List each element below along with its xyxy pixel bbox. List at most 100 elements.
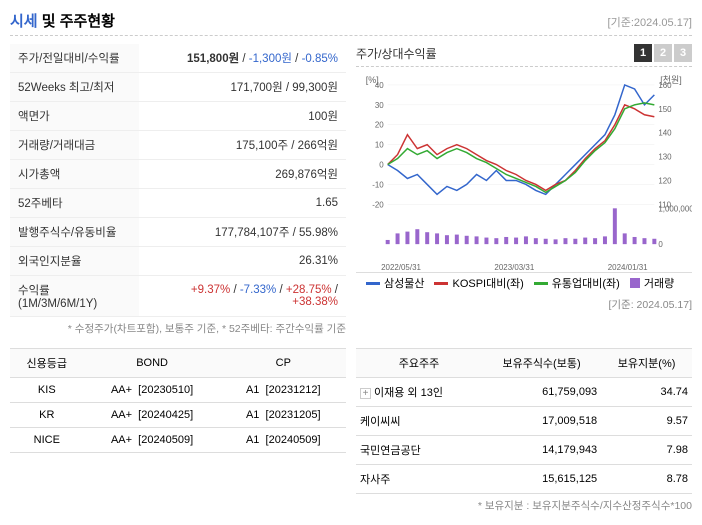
- chart-area: [%][천원]-20-10010203040110120130140150160…: [356, 73, 692, 273]
- svg-text:-10: -10: [372, 180, 384, 189]
- quote-label: 발행주식수/유동비율: [10, 218, 139, 247]
- quote-table: 주가/전일대비/수익률151,800원 / -1,300원 / -0.85%52…: [10, 44, 346, 317]
- svg-text:140: 140: [658, 129, 672, 138]
- quote-row: 거래량/거래대금175,100주 / 266억원: [10, 131, 346, 160]
- legend-label: 거래량: [644, 275, 674, 291]
- svg-text:30: 30: [375, 101, 384, 110]
- svg-text:130: 130: [658, 153, 672, 162]
- chart-title: 주가/상대수익률: [356, 45, 437, 62]
- chart-ref-date: [기준: 2024.05.17]: [356, 297, 692, 312]
- ref-date: [기준:2024.05.17]: [608, 14, 692, 30]
- legend-swatch: [434, 282, 448, 285]
- rating-cp: A1 [20240509]: [221, 428, 346, 453]
- quote-label: 거래량/거래대금: [10, 131, 139, 160]
- share-name: 케이씨씨: [356, 407, 482, 436]
- chart-tab-2[interactable]: 2: [654, 44, 672, 62]
- share-row: 자사주15,615,1258.78: [356, 465, 692, 494]
- svg-text:10: 10: [375, 141, 384, 150]
- svg-text:2023/03/31: 2023/03/31: [494, 263, 534, 272]
- quote-value: 175,100주 / 266억원: [139, 131, 346, 160]
- rating-header: 신용등급: [10, 349, 84, 378]
- quote-row: 외국인지분율26.31%: [10, 247, 346, 276]
- shareholders-footnote: * 보유지분 : 보유지분주식수/지수산정주식수*100: [356, 498, 692, 513]
- rating-bond: AA+ [20240425]: [84, 403, 221, 428]
- chart-tab-3[interactable]: 3: [674, 44, 692, 62]
- quote-label: 시가총액: [10, 160, 139, 189]
- shareholders-table: 주요주주보유주식수(보통)보유지분(%) +이재용 외 13인61,759,09…: [356, 348, 692, 494]
- page-title-section: 시세 및 주주현황 [기준:2024.05.17]: [10, 10, 692, 36]
- share-count: 15,615,125: [482, 465, 601, 494]
- legend-item: 삼성물산: [366, 275, 424, 291]
- svg-text:120: 120: [658, 176, 672, 185]
- quote-row: 52Weeks 최고/최저171,700원 / 99,300원: [10, 73, 346, 102]
- quote-footnote: * 수정주가(차트포함), 보통주 기준, * 52주베타: 주간수익률 기준: [10, 321, 346, 336]
- legend-item: 유통업대비(좌): [534, 275, 620, 291]
- rating-agency: KR: [10, 403, 84, 428]
- quote-value: 171,700원 / 99,300원: [139, 73, 346, 102]
- svg-text:1,000,000: 1,000,000: [658, 204, 692, 213]
- share-count: 17,009,518: [482, 407, 601, 436]
- expand-icon[interactable]: +: [360, 388, 371, 399]
- quote-panel: 주가/전일대비/수익률151,800원 / -1,300원 / -0.85%52…: [10, 44, 346, 336]
- chart-panel: 주가/상대수익률 123 [%][천원]-20-1001020304011012…: [356, 44, 692, 336]
- quote-value: 177,784,107주 / 55.98%: [139, 218, 346, 247]
- legend-swatch: [366, 282, 380, 285]
- share-pct: 7.98: [601, 436, 692, 465]
- rating-header: BOND: [84, 349, 221, 378]
- quote-label: 주가/전일대비/수익률: [10, 44, 139, 73]
- quote-row: 주가/전일대비/수익률151,800원 / -1,300원 / -0.85%: [10, 44, 346, 73]
- rating-header: CP: [221, 349, 346, 378]
- svg-text:20: 20: [375, 121, 384, 130]
- svg-text:2022/05/31: 2022/05/31: [381, 263, 421, 272]
- svg-text:2024/01/31: 2024/01/31: [608, 263, 648, 272]
- quote-label: 외국인지분율: [10, 247, 139, 276]
- rating-row: KISAA+ [20230510]A1 [20231212]: [10, 378, 346, 403]
- share-pct: 8.78: [601, 465, 692, 494]
- rating-bond: AA+ [20240509]: [84, 428, 221, 453]
- legend-label: 삼성물산: [384, 275, 424, 291]
- shareholders-panel: 주요주주보유주식수(보통)보유지분(%) +이재용 외 13인61,759,09…: [356, 344, 692, 513]
- quote-value: 1.65: [139, 189, 346, 218]
- share-count: 61,759,093: [482, 378, 601, 407]
- share-row: 케이씨씨17,009,5189.57: [356, 407, 692, 436]
- rating-cp: A1 [20231212]: [221, 378, 346, 403]
- rating-cp: A1 [20231205]: [221, 403, 346, 428]
- share-name: 자사주: [356, 465, 482, 494]
- legend-label: 유통업대비(좌): [552, 275, 620, 291]
- legend-item: 거래량: [630, 275, 674, 291]
- quote-label: 수익률 (1M/3M/6M/1Y): [10, 276, 139, 317]
- quote-value: +9.37% / -7.33% / +28.75% / +38.38%: [139, 276, 346, 317]
- share-name: 국민연금공단: [356, 436, 482, 465]
- share-name: +이재용 외 13인: [356, 378, 482, 407]
- quote-value: 151,800원 / -1,300원 / -0.85%: [139, 44, 346, 73]
- page-title: 시세 및 주주현황: [10, 10, 115, 31]
- quote-value: 100원: [139, 102, 346, 131]
- quote-row: 시가총액269,876억원: [10, 160, 346, 189]
- legend-swatch: [534, 282, 548, 285]
- share-count: 14,179,943: [482, 436, 601, 465]
- rating-row: KRAA+ [20240425]A1 [20231205]: [10, 403, 346, 428]
- svg-text:40: 40: [375, 81, 384, 90]
- quote-row: 52주베타1.65: [10, 189, 346, 218]
- quote-label: 52Weeks 최고/최저: [10, 73, 139, 102]
- share-pct: 9.57: [601, 407, 692, 436]
- quote-row: 발행주식수/유동비율177,784,107주 / 55.98%: [10, 218, 346, 247]
- share-row: 국민연금공단14,179,9437.98: [356, 436, 692, 465]
- chart-tabs: 123: [634, 44, 692, 62]
- title-highlight: 시세: [10, 13, 38, 30]
- share-header: 주요주주: [356, 349, 482, 378]
- quote-row: 액면가100원: [10, 102, 346, 131]
- svg-text:150: 150: [658, 105, 672, 114]
- rating-panel: 신용등급BONDCP KISAA+ [20230510]A1 [20231212…: [10, 344, 346, 513]
- rating-row: NICEAA+ [20240509]A1 [20240509]: [10, 428, 346, 453]
- share-row: +이재용 외 13인61,759,09334.74: [356, 378, 692, 407]
- chart-tab-1[interactable]: 1: [634, 44, 652, 62]
- quote-label: 액면가: [10, 102, 139, 131]
- share-pct: 34.74: [601, 378, 692, 407]
- svg-text:160: 160: [658, 81, 672, 90]
- title-rest: 및 주주현황: [38, 13, 115, 30]
- svg-text:0: 0: [379, 161, 384, 170]
- svg-text:0: 0: [658, 240, 663, 249]
- svg-text:-20: -20: [372, 200, 384, 209]
- quote-label: 52주베타: [10, 189, 139, 218]
